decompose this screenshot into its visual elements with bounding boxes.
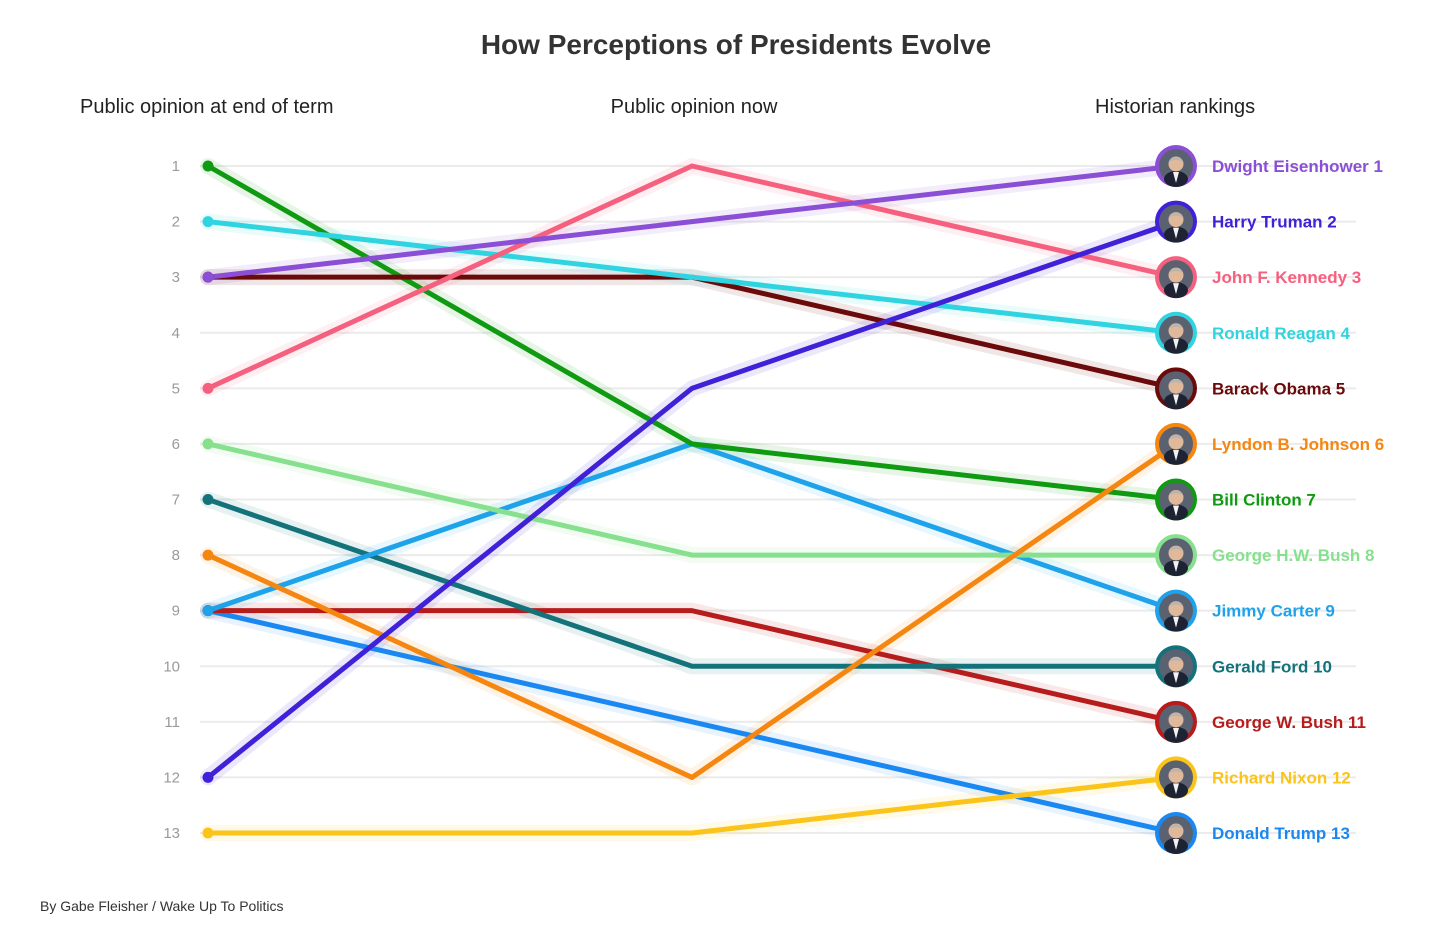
end-label-richard-nixon: Richard Nixon 12 [1212, 768, 1351, 787]
y-tick-label: 1 [172, 158, 180, 175]
avatar-george-w-bush [1155, 700, 1197, 743]
y-tick-label: 11 [164, 714, 180, 731]
start-dot-dwight-eisenhower [202, 271, 214, 283]
y-tick-label: 2 [172, 214, 180, 231]
y-tick-label: 5 [172, 380, 180, 397]
start-dot-lyndon-b-johnson [202, 549, 214, 561]
start-dot-harry-truman [202, 771, 214, 783]
series-line-lyndon-b-johnson [205, 441, 1179, 780]
avatar-richard-nixon [1155, 756, 1197, 799]
start-dot-richard-nixon [202, 827, 214, 839]
end-label-bill-clinton: Bill Clinton 7 [1212, 491, 1316, 510]
chart-title: How Perceptions of Presidents Evolve [481, 29, 991, 60]
series-lines [205, 163, 1179, 836]
y-tick-label: 12 [163, 769, 180, 786]
start-dot-gerald-ford [202, 494, 214, 505]
series-line-harry-truman [205, 219, 1179, 780]
start-dot-jimmy-carter [202, 605, 214, 617]
chart-credit: By Gabe Fleisher / Wake Up To Politics [40, 898, 284, 914]
column-header-end-of-term: Public opinion at end of term [80, 96, 334, 118]
end-label-george-h-w-bush: George H.W. Bush 8 [1212, 546, 1374, 565]
y-tick-label: 7 [172, 492, 180, 509]
series-line-dwight-eisenhower [205, 163, 1179, 280]
end-label-ronald-reagan: Ronald Reagan 4 [1212, 324, 1350, 343]
avatar-dwight-eisenhower [1155, 145, 1197, 187]
avatar-lyndon-b-johnson [1155, 422, 1197, 465]
end-label-donald-trump: Donald Trump 13 [1212, 824, 1350, 843]
y-tick-label: 13 [163, 825, 180, 842]
end-label-harry-truman: Harry Truman 2 [1212, 213, 1337, 232]
avatar-harry-truman [1155, 200, 1197, 243]
series-line-jimmy-carter [205, 441, 1179, 614]
start-dot-george-h-w-bush [202, 438, 214, 450]
start-dot-ronald-reagan [202, 216, 214, 228]
end-label-george-w-bush: George W. Bush 11 [1212, 713, 1366, 732]
avatar-donald-trump [1155, 812, 1197, 854]
president-avatars [1155, 145, 1197, 854]
end-label-barack-obama: Barack Obama 5 [1212, 379, 1345, 398]
column-header-historian: Historian rankings [1095, 96, 1255, 118]
series-line-george-w-bush [205, 608, 1179, 725]
y-tick-label: 6 [172, 436, 180, 453]
avatar-gerald-ford [1155, 645, 1197, 688]
column-header-now: Public opinion now [611, 96, 778, 118]
avatar-john-f-kennedy [1155, 256, 1197, 299]
y-tick-label: 8 [172, 547, 180, 564]
avatar-jimmy-carter [1155, 589, 1197, 632]
y-tick-label: 9 [172, 603, 180, 620]
start-dot-bill-clinton [202, 160, 214, 172]
end-labels: Dwight Eisenhower 1 Harry Truman 2 John F.… [1212, 157, 1384, 843]
start-dot-john-f-kennedy [202, 382, 214, 394]
y-tick-label: 3 [172, 269, 180, 286]
avatar-bill-clinton [1155, 478, 1197, 521]
series-line-john-f-kennedy [205, 163, 1179, 391]
end-label-gerald-ford: Gerald Ford 10 [1212, 657, 1332, 676]
series-line-ronald-reagan [205, 219, 1179, 336]
end-label-lyndon-b-johnson: Lyndon B. Johnson 6 [1212, 435, 1384, 454]
end-label-john-f-kennedy: John F. Kennedy 3 [1212, 268, 1361, 287]
avatar-ronald-reagan [1155, 311, 1197, 354]
y-tick-label: 10 [163, 658, 180, 675]
series-halo-jimmy-carter [200, 435, 1184, 619]
series-line-richard-nixon [205, 774, 1179, 836]
avatar-barack-obama [1155, 367, 1197, 410]
end-label-jimmy-carter: Jimmy Carter 9 [1212, 602, 1335, 621]
avatar-george-h-w-bush [1155, 534, 1197, 577]
series-start-dots [202, 160, 214, 839]
y-tick-label: 4 [172, 325, 180, 342]
end-label-dwight-eisenhower: Dwight Eisenhower 1 [1212, 157, 1383, 176]
